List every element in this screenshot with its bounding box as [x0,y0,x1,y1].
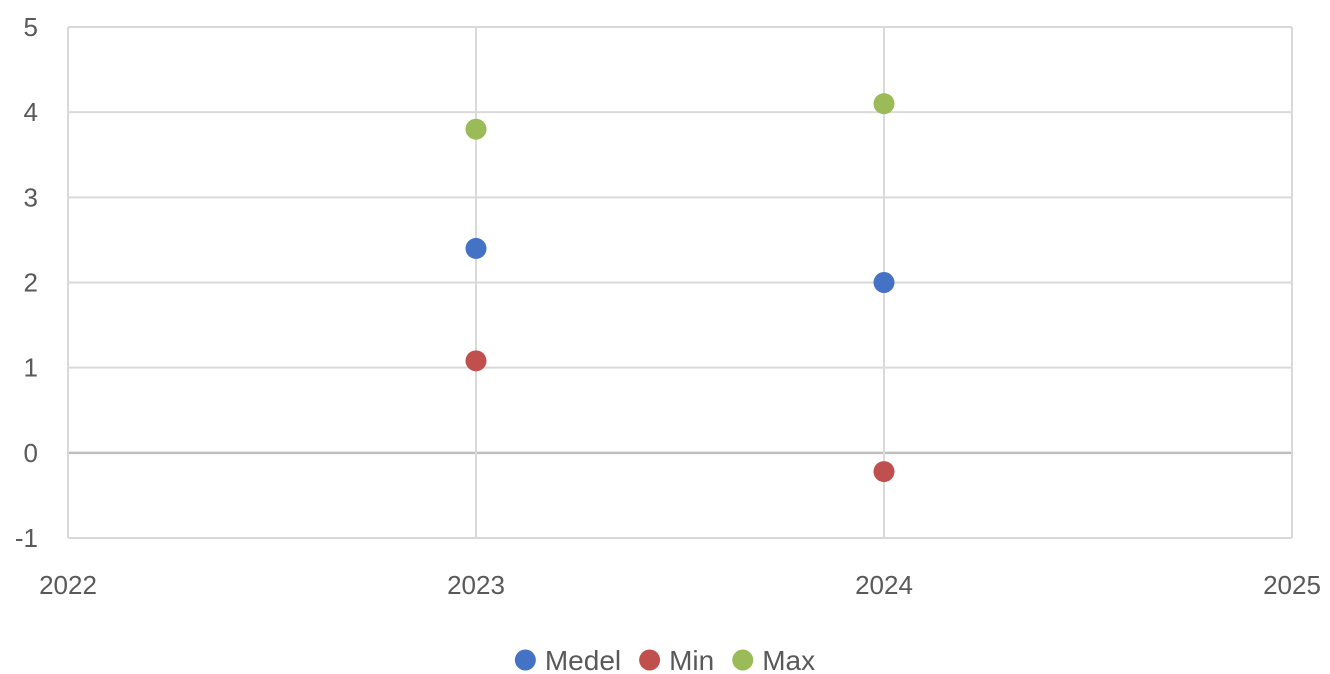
x-tick-label: 2024 [855,570,913,600]
legend-marker [639,649,661,671]
legend-item-min: Min [639,645,714,674]
point-max-2023 [465,118,487,140]
x-tick-label: 2023 [447,570,505,600]
point-medel-2024 [873,272,895,293]
points-layer [465,93,895,483]
y-tick-label: -1 [15,523,38,553]
legend: Medel Min Max [514,645,815,674]
axis-layer: -1 0 1 2 3 4 5 2022 2023 2024 2025 [15,12,1321,600]
legend-marker [514,649,536,671]
point-max-2024 [873,93,895,115]
y-tick-label: 5 [24,12,38,42]
point-min-2023 [465,350,487,372]
y-tick-label: 0 [24,438,38,468]
y-tick-label: 4 [24,97,38,127]
y-tick-label: 1 [24,353,38,383]
grid-layer [67,26,1293,539]
x-tick-label: 2025 [1263,570,1321,600]
x-tick-label: 2022 [39,570,97,600]
legend-item-max: Max [732,645,815,674]
y-tick-label: 3 [24,182,38,212]
point-medel-2023 [465,237,487,259]
legend-label: Max [762,645,815,674]
y-tick-label: 2 [24,268,38,298]
point-min-2024 [873,461,895,483]
legend-label: Medel [545,645,621,674]
legend-item-medel: Medel [514,645,621,674]
legend-marker [732,649,754,671]
legend-label: Min [669,645,714,674]
